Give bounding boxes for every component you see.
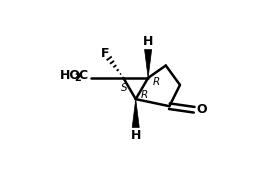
Text: H: H — [143, 35, 153, 48]
Text: R: R — [153, 77, 160, 87]
Text: O: O — [196, 103, 207, 116]
Text: HO: HO — [60, 69, 81, 82]
Text: F: F — [100, 47, 109, 61]
Text: S: S — [121, 83, 128, 93]
Text: R: R — [141, 90, 148, 100]
Text: C: C — [79, 69, 88, 82]
Polygon shape — [132, 99, 139, 127]
Text: 2: 2 — [75, 73, 81, 83]
Polygon shape — [145, 50, 152, 78]
Text: H: H — [131, 129, 141, 142]
